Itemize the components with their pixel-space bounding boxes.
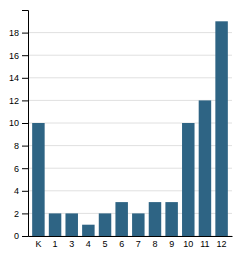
bar <box>82 225 94 236</box>
grid-line <box>28 32 232 33</box>
y-tick: 10 <box>9 118 28 128</box>
y-tick-mark <box>22 236 28 237</box>
bar <box>149 202 161 236</box>
chart-container: 0 2 4 6 8 10 12 14 16 18 K 1 3 4 5 6 7 8 9 10 11 12 <box>0 0 240 258</box>
bar <box>65 213 77 236</box>
y-tick-mark <box>22 55 28 56</box>
x-tick: 10 <box>183 239 193 249</box>
y-tick: 0 <box>14 231 28 241</box>
x-axis: K 1 3 4 5 6 7 8 9 10 11 12 <box>29 237 233 250</box>
bars <box>32 21 228 236</box>
y-tick: 4 <box>14 186 28 196</box>
y-tick: 8 <box>14 141 28 151</box>
x-tick: 8 <box>152 239 157 249</box>
bar <box>115 202 127 236</box>
x-tick-label: 1 <box>53 239 58 249</box>
bar <box>199 100 211 236</box>
x-tick: 5 <box>103 239 108 249</box>
x-tick: 1 <box>53 239 58 249</box>
y-tick-label: 12 <box>9 96 19 106</box>
x-tick: 11 <box>200 239 209 249</box>
y-tick-mark <box>22 33 28 34</box>
y-tick-mark <box>22 213 28 214</box>
x-tick-label: 9 <box>169 239 174 249</box>
y-tick-mark <box>22 191 28 192</box>
grid-line <box>28 55 232 56</box>
bar <box>32 123 44 236</box>
x-tick-label: 6 <box>119 239 124 249</box>
x-tick-label: 5 <box>103 239 108 249</box>
bar <box>182 123 194 236</box>
y-axis-line <box>22 11 29 237</box>
x-tick-label: 7 <box>136 239 141 249</box>
x-tick-label: 10 <box>183 239 193 249</box>
bar <box>215 21 227 236</box>
y-tick-label: 0 <box>14 231 19 241</box>
x-tick-label: 11 <box>200 239 209 249</box>
chart-svg: 0 2 4 6 8 10 12 14 16 18 K 1 3 4 5 6 7 8 9 10 11 12 <box>0 0 240 258</box>
x-tick-label: 4 <box>86 239 91 249</box>
y-tick-label: 6 <box>14 164 19 174</box>
grid <box>28 33 232 236</box>
x-tick: 9 <box>169 239 174 249</box>
bar <box>99 213 111 236</box>
y-tick-label: 4 <box>14 186 19 196</box>
bar <box>49 213 61 236</box>
y-tick-label: 10 <box>9 118 19 128</box>
x-tick: 4 <box>86 239 91 249</box>
y-tick-label: 18 <box>9 28 19 38</box>
bar <box>132 213 144 236</box>
y-tick: 6 <box>14 164 28 174</box>
grid-line <box>28 77 232 78</box>
y-tick-mark <box>22 100 28 101</box>
y-tick: 2 <box>14 209 28 219</box>
y-tick-mark <box>22 123 28 124</box>
y-tick-label: 16 <box>9 51 19 61</box>
y-tick: 18 <box>9 28 28 38</box>
x-tick-label: 12 <box>217 239 227 249</box>
y-tick: 16 <box>9 51 28 61</box>
y-axis: 0 2 4 6 8 10 12 14 16 18 <box>9 11 29 242</box>
y-tick: 12 <box>9 96 28 106</box>
y-tick: 14 <box>9 73 28 83</box>
y-tick-mark <box>22 146 28 147</box>
x-axis-line <box>29 236 233 237</box>
x-tick-label: K <box>35 239 41 249</box>
y-tick-label: 8 <box>14 141 19 151</box>
x-tick: 12 <box>217 239 227 249</box>
y-tick-mark <box>22 168 28 169</box>
x-tick: 7 <box>136 239 141 249</box>
y-tick-label: 14 <box>9 73 19 83</box>
x-tick: K <box>35 239 41 249</box>
x-tick: 3 <box>69 239 74 249</box>
x-tick-label: 3 <box>69 239 74 249</box>
plot: 0 2 4 6 8 10 12 14 16 18 K 1 3 4 5 6 7 8 9 10 11 12 <box>9 11 233 250</box>
x-tick: 6 <box>119 239 124 249</box>
x-tick-label: 8 <box>152 239 157 249</box>
y-tick-mark <box>22 78 28 79</box>
y-tick-label: 2 <box>14 209 19 219</box>
bar <box>165 202 177 236</box>
